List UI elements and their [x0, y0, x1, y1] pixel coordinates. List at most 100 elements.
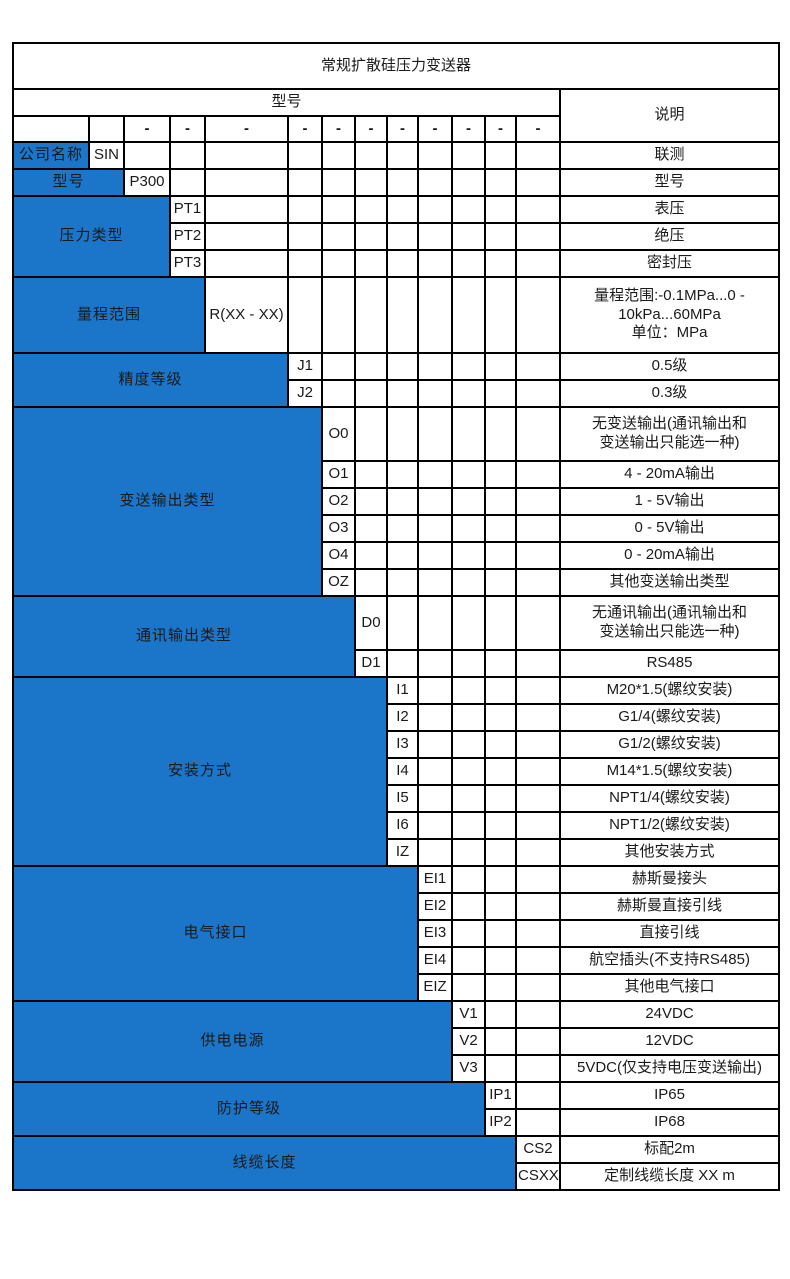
table-row: IP2 IP68 [13, 1108, 781, 1137]
desc-line: 密封压 [647, 254, 693, 272]
empty-cell [451, 514, 486, 543]
empty-cell [417, 541, 453, 570]
desc-cell: RS485 [558, 649, 781, 678]
empty-cell [451, 811, 486, 840]
code-cell: OZ [321, 568, 356, 597]
empty-cell [417, 649, 453, 678]
empty-cell [417, 141, 453, 170]
empty-cell [484, 195, 517, 224]
table-row: EIZ 其他电气接口 [13, 973, 781, 1002]
desc-cell: 标配2m [558, 1135, 781, 1164]
desc-line: 赫斯曼接头 [632, 870, 708, 888]
empty-cell [515, 865, 561, 894]
desc-cell: 定制线缆长度 XX m [558, 1162, 781, 1191]
table-row: 防护等级 IP1 IP65 [12, 1081, 781, 1137]
empty-cell [515, 838, 561, 867]
code-cell: O2 [321, 487, 356, 516]
table-row: 压力类型 PT1 表压 [12, 195, 781, 278]
empty-cell [354, 249, 388, 278]
empty-cell [484, 919, 517, 948]
desc-line: 变送输出只能选一种) [599, 623, 740, 640]
empty-cell [451, 649, 486, 678]
empty-cell [204, 249, 289, 278]
desc-cell: 4 - 20mA输出 [558, 460, 781, 489]
table-row: PT3 密封压 [13, 249, 781, 278]
dash-placeholder-cell: - [204, 115, 289, 143]
empty-cell [321, 141, 356, 170]
desc-line: 量程范围:-0.1MPa...0 - [594, 286, 745, 304]
code-cell: I2 [386, 703, 419, 732]
empty-cell [417, 249, 453, 278]
code-cell: EI3 [417, 919, 453, 948]
code-cell: EIZ [417, 973, 453, 1002]
table-row: D1 RS485 [13, 649, 781, 678]
table-row: CSXX 定制线缆长度 XX m [13, 1162, 781, 1191]
desc-line: 0 - 20mA输出 [624, 546, 715, 564]
code-cell: J1 [287, 352, 323, 381]
empty-cell [417, 352, 453, 381]
empty-cell [451, 379, 486, 408]
dash-placeholder-cell: - [169, 115, 206, 143]
empty-cell [417, 676, 453, 705]
desc-cell: 5VDC(仅支持电压变送输出) [558, 1054, 781, 1083]
empty-cell [417, 784, 453, 813]
table-row: 量程范围 R(XX - XX) 量程范围:-0.1MPa...0 -10kPa...… [12, 276, 781, 354]
empty-cell [515, 379, 561, 408]
empty-cell [484, 946, 517, 975]
code-cell: IZ [386, 838, 419, 867]
desc-line: 其他变送输出类型 [609, 573, 730, 591]
code-cell: IP1 [484, 1081, 517, 1110]
desc-line: 单位：MPa [631, 324, 708, 342]
empty-cell [515, 541, 561, 570]
empty-cell [354, 541, 388, 570]
description-column-header: 说明 [558, 88, 781, 143]
table-row: 电气接口 EI1 赫斯曼接头 [12, 865, 781, 1002]
empty-cell [417, 811, 453, 840]
empty-cell [515, 973, 561, 1002]
code-cell: I1 [386, 676, 419, 705]
desc-cell: 其他电气接口 [558, 973, 781, 1002]
empty-cell [451, 276, 486, 354]
empty-cell [451, 352, 486, 381]
table-row: I4 M14*1.5(螺纹安装) [13, 757, 781, 786]
empty-cell [515, 919, 561, 948]
empty-cell [515, 1000, 561, 1029]
code-cell: EI2 [417, 892, 453, 921]
desc-cell: 赫斯曼接头 [558, 865, 781, 894]
empty-cell [484, 784, 517, 813]
empty-cell [386, 352, 419, 381]
empty-cell [354, 352, 388, 381]
desc-cell: 其他变送输出类型 [558, 568, 781, 597]
desc-cell: 其他安装方式 [558, 838, 781, 867]
desc-line: IP65 [654, 1086, 685, 1104]
desc-line: 0 - 5V输出 [634, 519, 705, 537]
empty-cell [515, 1027, 561, 1056]
group-label-3: 压力类型 [12, 195, 171, 278]
desc-line: 型号 [654, 173, 685, 191]
desc-cell: 表压 [558, 195, 781, 224]
empty-cell [484, 379, 517, 408]
desc-line: 10kPa...60MPa [618, 305, 721, 323]
code-cell: PT1 [169, 195, 206, 224]
empty-cell [386, 595, 419, 651]
empty-cell [484, 249, 517, 278]
desc-line: NPT1/4(螺纹安装) [609, 789, 730, 807]
empty-cell [451, 595, 486, 651]
empty-cell [451, 919, 486, 948]
empty-cell [354, 195, 388, 224]
code-cell: PT2 [169, 222, 206, 251]
desc-cell: 联测 [558, 141, 781, 170]
empty-cell [386, 406, 419, 462]
empty-cell [321, 168, 356, 197]
empty-cell [417, 514, 453, 543]
desc-cell: 量程范围:-0.1MPa...0 -10kPa...60MPa 单位：MPa [558, 276, 781, 354]
code-cell: IP2 [484, 1108, 517, 1137]
table-row: 型号 P300 型号 [12, 168, 781, 197]
empty-cell [204, 168, 289, 197]
empty-cell [386, 195, 419, 224]
code-cell: PT3 [169, 249, 206, 278]
empty-cell [484, 892, 517, 921]
empty-cell [515, 141, 561, 170]
empty-cell [417, 195, 453, 224]
empty-cell [515, 892, 561, 921]
